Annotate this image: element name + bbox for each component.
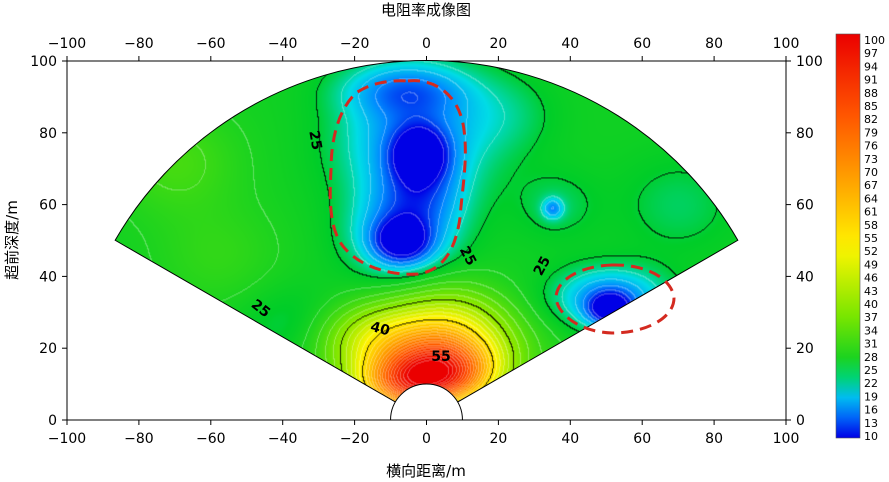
contour-label-40: 40	[369, 319, 392, 340]
colorbar-tick-label: 79	[864, 126, 878, 139]
y-tick-label-right: 80	[796, 126, 814, 142]
colorbar-tick-label: 82	[864, 113, 878, 126]
colorbar-tick-label: 25	[864, 364, 878, 377]
x-axis-label: 横向距离/m	[386, 462, 466, 480]
x-tick-label-bottom: −60	[196, 431, 226, 447]
x-tick-label-top: −60	[196, 36, 226, 52]
resistivity-field	[115, 60, 738, 421]
colorbar-tick-label: 64	[864, 192, 878, 205]
y-tick-label-right: 20	[796, 341, 814, 357]
axes: −100 −100 −80 −80 −60 −60 −40 −40 −20 −20 0 0 20 20 40…	[30, 36, 822, 447]
colorbar-tick-label: 10	[864, 430, 878, 443]
y-tick-label-left: 80	[39, 126, 57, 142]
x-tick-label-top: −20	[340, 36, 370, 52]
colorbar-tick-label: 31	[864, 338, 878, 351]
x-tick-label-top: 80	[705, 36, 723, 52]
x-tick-label-bottom: 0	[422, 431, 431, 447]
colorbar-tick-label: 76	[864, 140, 878, 153]
colorbar-tick-label: 67	[864, 179, 878, 192]
y-tick-label-right: 100	[796, 54, 823, 70]
x-tick-label-top: 0	[422, 36, 431, 52]
x-tick-label-bottom: 60	[633, 431, 651, 447]
contour-label-55: 55	[431, 349, 450, 365]
x-tick-label-top: −40	[268, 36, 298, 52]
colorbar-tick-label: 100	[864, 34, 885, 47]
colorbar-tick-label: 55	[864, 232, 878, 245]
colorbar-tick-label: 97	[864, 47, 878, 60]
anomaly-outline-right	[554, 263, 676, 335]
colorbar-tick-label: 85	[864, 100, 878, 113]
y-tick-label-left: 0	[48, 413, 57, 429]
y-tick-label-left: 20	[39, 341, 57, 357]
x-tick-label-top: 60	[633, 36, 651, 52]
colorbar-tick-label: 61	[864, 206, 878, 219]
colorbar-tick-label: 49	[864, 258, 878, 271]
anomaly-outline-center	[328, 79, 467, 276]
y-tick-label-right: 0	[796, 413, 805, 429]
colorbar-tick-label: 91	[864, 74, 878, 87]
x-tick-label-top: 20	[489, 36, 507, 52]
colorbar-tick-label: 40	[864, 298, 878, 311]
x-tick-label-bottom: −80	[124, 431, 154, 447]
y-tick-label-right: 60	[796, 198, 814, 214]
y-tick-label-left: 60	[39, 198, 57, 214]
x-tick-label-bottom: 20	[489, 431, 507, 447]
x-tick-label-bottom: 40	[561, 431, 579, 447]
colorbar-tick-label: 46	[864, 272, 878, 285]
colorbar-tick-label: 70	[864, 166, 878, 179]
colorbar-tick-label: 43	[864, 285, 878, 298]
colorbar-ticks: 1009794918885827976737067646158555249464…	[864, 34, 885, 443]
x-tick-label-bottom: 100	[773, 431, 800, 447]
y-tick-label-right: 40	[796, 269, 814, 285]
x-tick-label-top: −100	[48, 36, 86, 52]
x-tick-label-bottom: −40	[268, 431, 298, 447]
colorbar-tick-label: 88	[864, 87, 878, 100]
resistivity-raster	[115, 60, 738, 421]
chart-title: 电阻率成像图	[381, 1, 471, 19]
x-tick-label-bottom: −100	[48, 431, 86, 447]
colorbar-tick-label: 13	[864, 417, 878, 430]
x-tick-label-top: 100	[773, 36, 800, 52]
inner-circle	[390, 383, 463, 421]
colorbar-tick-label: 58	[864, 219, 878, 232]
x-tick-label-bottom: −20	[340, 431, 370, 447]
colorbar	[835, 33, 861, 439]
colorbar-tick-label: 73	[864, 153, 878, 166]
x-tick-label-bottom: 80	[705, 431, 723, 447]
colorbar-tick-label: 16	[864, 404, 878, 417]
y-axis-label: 超前深度/m	[3, 200, 21, 280]
colorbar-tick-label: 94	[864, 60, 878, 73]
contour-label-25-a: 25	[305, 129, 324, 151]
colorbar-tick-label: 52	[864, 245, 878, 258]
colorbar-tick-label: 22	[864, 377, 878, 390]
colorbar-tick-label: 37	[864, 311, 878, 324]
colorbar-tick-label: 28	[864, 351, 878, 364]
x-tick-label-top: 40	[561, 36, 579, 52]
colorbar-tick-label: 19	[864, 390, 878, 403]
x-tick-label-top: −80	[124, 36, 154, 52]
y-tick-label-left: 100	[30, 54, 57, 70]
y-tick-label-left: 40	[39, 269, 57, 285]
colorbar-tick-label: 34	[864, 324, 878, 337]
